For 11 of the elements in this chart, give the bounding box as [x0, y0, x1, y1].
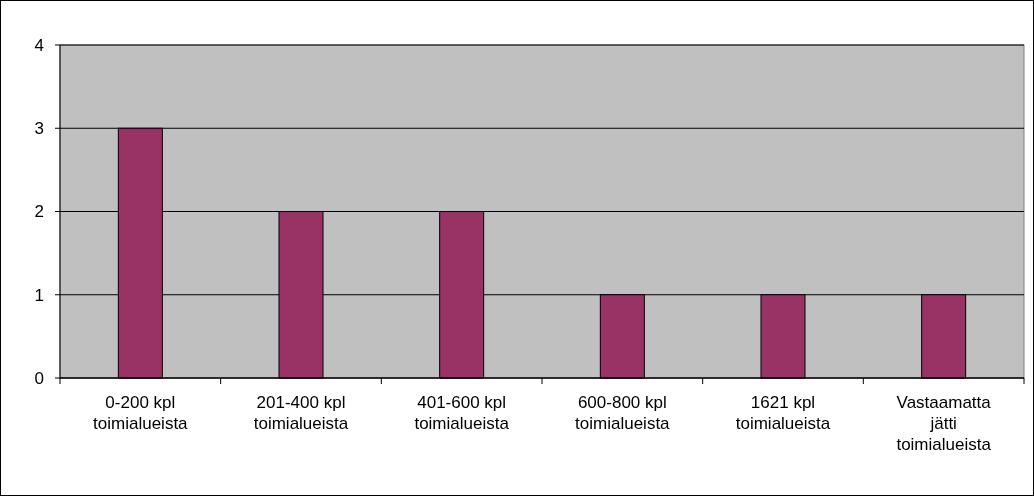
x-tick-label: 0-200 kpl toimialueista — [93, 393, 189, 433]
x-tick-label: 1621 kpl toimialueista — [735, 393, 831, 433]
x-tick-label: 401-600 kpl toimialueista — [414, 393, 510, 433]
y-tick-label: 1 — [34, 285, 44, 305]
x-tick-label: Vastaamatta jätti toimialueista — [896, 393, 992, 454]
x-tick-label: 600-800 kpl toimialueista — [575, 393, 671, 433]
y-tick-label: 0 — [34, 368, 44, 388]
x-tick-label: 201-400 kpl toimialueista — [253, 393, 349, 433]
y-tick-label: 3 — [34, 119, 44, 139]
y-tick-label: 4 — [34, 35, 44, 55]
y-tick-label: 2 — [34, 202, 44, 222]
